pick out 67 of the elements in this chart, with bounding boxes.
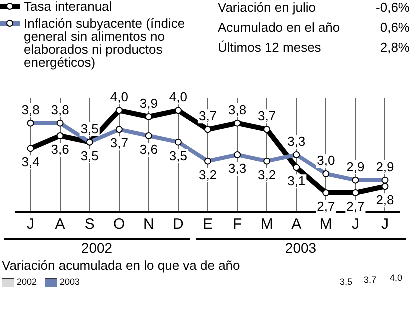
point (382, 183, 389, 190)
point (293, 164, 300, 172)
point (204, 126, 212, 134)
x-tick-label: M (260, 216, 274, 234)
x-tick-label: E (202, 216, 214, 234)
data-label: 2,9 (376, 159, 394, 174)
point (116, 107, 123, 114)
x-tick-label: S (84, 216, 95, 234)
text: Variación acumulada en lo que va de año (2, 258, 242, 273)
x-tick-label: F (232, 216, 242, 234)
data-label: 3,8 (228, 102, 247, 118)
text: Variación en julio (218, 0, 316, 15)
text: -0,6% (376, 0, 410, 15)
x-tick-label: N (144, 216, 154, 234)
data-label: 3,6 (51, 142, 70, 158)
data-label: 4,0 (110, 90, 128, 105)
data-label: 3,6 (140, 142, 158, 158)
data-label: 3,0 (317, 153, 336, 168)
data-label: 2,8 (376, 192, 394, 208)
data-label: 3,3 (228, 161, 247, 176)
data-label: 3,7 (258, 108, 276, 124)
text: Últimos 12 meses (218, 40, 322, 55)
text: 4,0 (390, 273, 403, 283)
text: Acumulado en el año (218, 20, 340, 35)
x-tick-label: A (292, 216, 302, 234)
x-tick-label: J (381, 216, 389, 234)
data-label: 3,2 (258, 167, 276, 182)
data-label: 3,5 (80, 121, 99, 136)
point (145, 114, 152, 120)
point (27, 145, 34, 152)
point (174, 107, 182, 114)
data-label: 3,8 (22, 102, 40, 118)
x-tick-label: J (352, 216, 360, 234)
data-label: 2,9 (346, 159, 365, 174)
x-tick-label: J (27, 216, 35, 234)
text: 2002 (17, 277, 38, 287)
data-label: 3,7 (110, 136, 128, 151)
point (56, 132, 64, 140)
text: 3,7 (364, 275, 377, 285)
data-label: 3,3 (288, 134, 306, 150)
point (234, 120, 242, 127)
x-tick-label: D (173, 216, 184, 234)
data-label: 3,8 (51, 102, 70, 118)
x-tick-label: O (114, 216, 126, 234)
data-label: 3,4 (22, 154, 40, 170)
data-label: 3,2 (198, 167, 218, 182)
legend-label: Inflación subyacente (índice general sin alimentos no elaborados ni productos energéticos) (24, 16, 186, 70)
text: 0,6% (380, 20, 410, 35)
point (264, 126, 271, 134)
point (322, 190, 330, 196)
data-label: 4,0 (169, 90, 188, 105)
data-label: 3,9 (140, 96, 158, 112)
data-label: 3,7 (198, 108, 218, 124)
data-label: 3,5 (169, 148, 188, 164)
data-label: 3,5 (80, 148, 99, 164)
x-tick-label: A (55, 216, 66, 234)
text: 2003 (284, 239, 318, 256)
text: 3,5 (340, 277, 353, 287)
legend-label: Tasa interanual (24, 0, 112, 14)
data-label: 3,1 (288, 174, 306, 189)
point (352, 190, 360, 196)
data-label: 2,7 (317, 199, 336, 214)
x-tick-label: M (320, 216, 332, 234)
text: 2,8% (380, 40, 410, 55)
text: 2003 (60, 277, 80, 287)
data-label: 2,7 (346, 199, 365, 214)
text: 2002 (80, 239, 114, 256)
